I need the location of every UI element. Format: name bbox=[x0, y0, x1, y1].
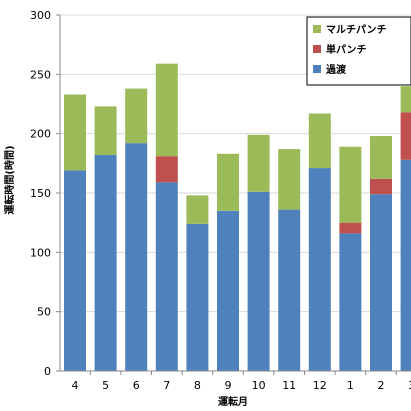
legend-label: 過渡 bbox=[325, 63, 347, 76]
x-tick-label: 6 bbox=[133, 379, 140, 392]
y-tick-label: 200 bbox=[30, 128, 51, 141]
bar-segment-kato bbox=[308, 168, 331, 371]
x-tick-label: 7 bbox=[163, 379, 170, 392]
bar-segment-kato bbox=[400, 159, 411, 371]
bar-segment-kato bbox=[94, 155, 117, 371]
legend-label: 単パンチ bbox=[326, 43, 367, 56]
bar-segment-kato bbox=[155, 182, 178, 371]
bar-segment-multi-punch bbox=[94, 106, 117, 156]
legend-swatch bbox=[313, 25, 321, 33]
x-tick-label: 10 bbox=[252, 379, 266, 392]
bar-segment-tan-punch bbox=[155, 156, 178, 183]
x-tick-label: 11 bbox=[282, 379, 296, 392]
bar-segment-multi-punch bbox=[155, 63, 178, 157]
bar-segment-tan-punch bbox=[370, 178, 392, 195]
bar-segment-kato bbox=[339, 233, 362, 371]
x-axis-title: 運転月 bbox=[218, 395, 248, 408]
y-tick-label: 250 bbox=[30, 68, 51, 81]
y-tick-label: 100 bbox=[30, 246, 51, 259]
x-tick-label: 5 bbox=[102, 379, 109, 392]
bar-segment-multi-punch bbox=[278, 149, 301, 210]
legend-label: マルチパンチ bbox=[326, 24, 387, 36]
bar-segment-multi-punch bbox=[247, 134, 270, 192]
legend-box bbox=[306, 16, 411, 86]
legend-swatch bbox=[313, 65, 321, 73]
x-tick-label: 8 bbox=[194, 379, 201, 392]
y-tick-label: 0 bbox=[44, 365, 51, 378]
y-axis-title: 運転時間(時間) bbox=[3, 145, 16, 214]
y-tick-label: 50 bbox=[37, 306, 51, 319]
x-tick-label: 3 bbox=[408, 379, 411, 392]
bar-segment-kato bbox=[217, 210, 239, 371]
bar-segment-kato bbox=[186, 223, 209, 371]
bar-segment-tan-punch bbox=[339, 222, 362, 234]
legend-swatch bbox=[313, 45, 321, 53]
x-tick-label: 1 bbox=[347, 379, 354, 392]
bar-segment-multi-punch bbox=[400, 86, 411, 113]
x-tick-labels: 456789101112123 bbox=[72, 379, 411, 392]
bar-segment-kato bbox=[247, 191, 270, 371]
bar-segment-kato bbox=[125, 143, 148, 371]
axes bbox=[59, 15, 411, 375]
y-tick-label: 300 bbox=[30, 9, 51, 22]
bar-segment-kato bbox=[64, 170, 86, 371]
bar-segment-multi-punch bbox=[370, 136, 392, 179]
x-tick-label: 2 bbox=[378, 379, 385, 392]
bar-segment-multi-punch bbox=[308, 113, 331, 169]
y-tick-labels: 0 50 100 150 200 250 300 bbox=[30, 9, 51, 378]
bar-segment-multi-punch bbox=[64, 94, 86, 171]
bar-segment-multi-punch bbox=[339, 146, 362, 223]
bar-segment-kato bbox=[370, 194, 392, 371]
bar-segment-multi-punch bbox=[186, 195, 209, 224]
bars bbox=[64, 63, 411, 371]
bar-segment-tan-punch bbox=[400, 112, 411, 160]
x-tick-label: 12 bbox=[313, 379, 327, 392]
x-tick-label: 9 bbox=[225, 379, 232, 392]
bar-segment-multi-punch bbox=[125, 88, 148, 144]
x-tick-label: 4 bbox=[72, 379, 79, 392]
y-tick-label: 150 bbox=[30, 187, 51, 200]
bar-segment-kato bbox=[278, 209, 301, 371]
bar-segment-multi-punch bbox=[217, 153, 239, 211]
